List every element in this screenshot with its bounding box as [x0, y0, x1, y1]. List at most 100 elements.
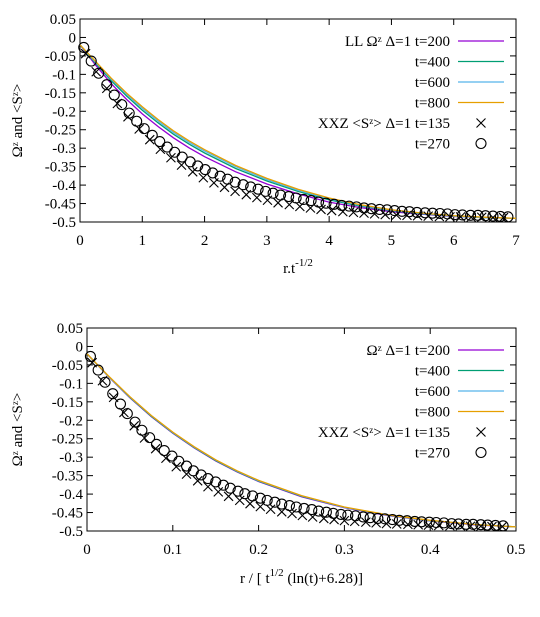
circle-marker — [494, 210, 506, 223]
circle-marker — [276, 498, 288, 510]
circle-marker — [150, 438, 163, 450]
legend-label-1: LL Ωᶻ Δ=1 t=200 — [345, 34, 450, 50]
y-tick-label: -0.3 — [52, 141, 76, 157]
circle-marker — [336, 199, 348, 211]
series-line-1 — [79, 44, 517, 219]
circle-marker — [320, 197, 332, 209]
circle-marker — [99, 376, 111, 388]
circle-marker — [374, 203, 386, 216]
legend-label-4: t=800 — [415, 405, 450, 421]
y-tick-label: -0.4 — [59, 487, 83, 503]
x-tick-label: 1 — [139, 233, 147, 249]
legend-label-1: Ωᶻ Δ=1 t=200 — [367, 343, 451, 359]
circle-marker — [396, 205, 408, 217]
circle-marker — [460, 518, 472, 530]
data-series — [78, 41, 517, 223]
legend-circle-marker — [475, 446, 487, 459]
circle-marker — [426, 207, 439, 219]
circle-marker — [464, 209, 477, 221]
cross-marker — [176, 160, 187, 171]
circle-marker — [365, 203, 378, 215]
plot-frame — [79, 18, 517, 223]
circle-marker — [379, 513, 391, 525]
y-tick-label: 0.05 — [57, 321, 83, 337]
circle-marker — [161, 141, 173, 153]
y-tick-label: -0.3 — [59, 450, 83, 466]
legend: LL Ωᶻ Δ=1 t=200 t=400 t=600 t=800 XXZ <Sᶻ> Δ… — [318, 34, 504, 153]
y-tick-label: -0.15 — [52, 395, 83, 411]
x-tick-label: 0.4 — [421, 542, 440, 558]
cross-marker — [234, 495, 245, 506]
x-tick-label: 5 — [388, 233, 396, 249]
circle-marker — [350, 201, 363, 213]
y-tick-label: -0.2 — [59, 413, 83, 429]
cross-marker — [181, 469, 192, 480]
legend-label-3: t=600 — [415, 75, 450, 91]
circle-marker — [180, 460, 193, 472]
circle-marker — [195, 469, 207, 481]
circle-marker — [169, 146, 181, 158]
circle-marker — [269, 496, 281, 508]
circle-marker — [146, 129, 158, 141]
circle-marker — [261, 494, 273, 506]
circle-marker — [423, 516, 435, 528]
cross-marker — [101, 83, 112, 94]
series-markers-6 — [78, 41, 514, 223]
x-axis-label-main: r.t — [283, 261, 296, 277]
series-line-4 — [86, 353, 517, 528]
circle-marker — [129, 416, 141, 428]
circle-marker — [482, 519, 494, 531]
cross-marker — [403, 519, 413, 530]
x-tick-label: 7 — [512, 233, 520, 249]
circle-marker — [85, 55, 97, 67]
circle-marker — [372, 512, 384, 525]
legend: Ωᶻ Δ=1 t=200 t=400 t=600 t=800 XXZ <Sᶻ> Δ=1 … — [318, 343, 504, 462]
legend-label-6: t=270 — [415, 446, 450, 462]
y-axis: 0.05 0 -0.05 -0.1 -0.15 -0.2 -0.25 -0.3 -0.35 -0.… — [45, 12, 516, 231]
x-axis-label-superscript: 1/2 — [270, 567, 284, 579]
x-tick-label: 3 — [263, 233, 271, 249]
x-tick-label: 0.1 — [163, 542, 182, 558]
x-tick-label: 0 — [83, 542, 91, 558]
x-axis-label: r / [ t1/2 (ln(t)+6.28)] — [240, 567, 363, 587]
circle-marker — [489, 519, 501, 532]
legend-cross-marker — [476, 427, 486, 437]
circle-marker — [401, 515, 413, 527]
circle-marker — [245, 181, 257, 193]
series-line-1 — [86, 353, 517, 528]
circle-marker — [131, 115, 143, 127]
series-line-3 — [86, 353, 517, 528]
y-tick-label: -0.05 — [52, 358, 83, 374]
circle-marker — [138, 123, 150, 135]
y-tick-label: 0.05 — [50, 12, 76, 28]
circle-marker — [298, 193, 310, 206]
circle-marker — [328, 198, 340, 210]
y-axis-label: Ωᶻ and <Sᶻ> — [10, 393, 26, 467]
x-axis-label-main: r / [ t — [240, 571, 270, 587]
circle-marker — [342, 509, 354, 521]
x-tick-label: 0.5 — [507, 542, 526, 558]
circle-marker — [306, 504, 318, 516]
circle-marker — [239, 488, 251, 500]
circle-marker — [479, 210, 492, 222]
cross-marker — [187, 166, 198, 177]
circle-marker — [247, 490, 259, 502]
circle-marker — [154, 135, 166, 148]
panel-1: 0.05 0 -0.05 -0.1 -0.15 -0.2 -0.25 -0.3 -0.35 -0.… — [10, 12, 520, 277]
y-tick-label: -0.15 — [45, 86, 76, 102]
cross-marker — [252, 192, 262, 203]
series-line-3 — [79, 44, 517, 219]
y-axis: 0.05 0 -0.05 -0.1 -0.15 -0.2 -0.25 -0.3 -0.35 -0.… — [52, 321, 516, 540]
series-markers-5 — [87, 357, 508, 532]
circle-marker — [502, 211, 514, 223]
circle-marker — [364, 512, 376, 524]
cross-marker — [369, 208, 380, 219]
circle-marker — [114, 398, 127, 410]
x-axis: 0 0.1 0.2 0.3 0.4 0.5 — [83, 328, 525, 558]
series-markers-6 — [84, 350, 509, 532]
circle-marker — [232, 485, 244, 497]
circle-marker — [290, 501, 302, 513]
circle-marker — [144, 432, 156, 444]
cross-marker — [339, 515, 350, 526]
circle-marker — [123, 107, 135, 119]
